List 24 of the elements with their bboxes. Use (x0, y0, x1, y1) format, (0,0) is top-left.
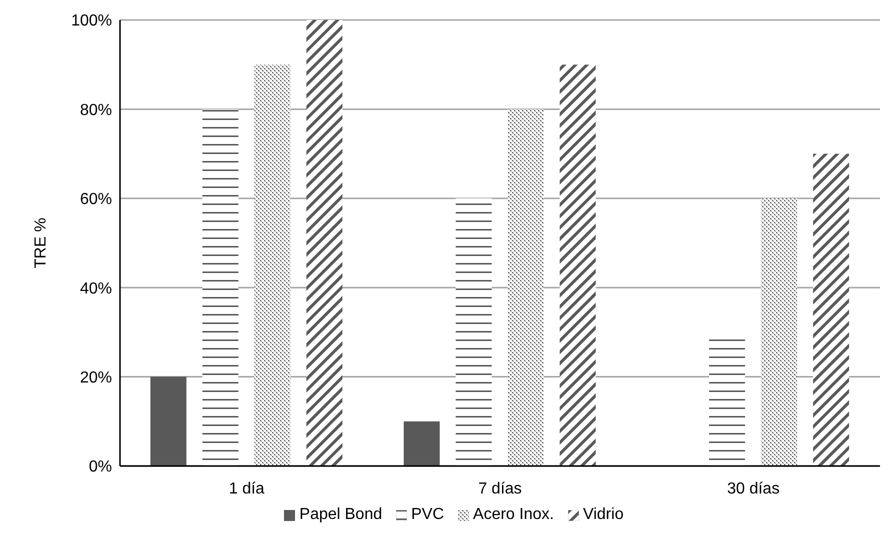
bar (404, 421, 440, 466)
legend-label: Papel Bond (298, 506, 382, 524)
bar (254, 64, 290, 466)
x-tick-label: 1 día (228, 480, 265, 498)
y-tick-label: 0% (88, 458, 112, 476)
y-tick-label: 40% (80, 280, 112, 298)
y-tick-label: 60% (80, 191, 112, 208)
y-tick-label: 100% (71, 12, 112, 30)
y-tick-label: 80% (80, 102, 112, 119)
legend-label: Vidrio (582, 506, 624, 524)
bar (761, 198, 798, 466)
legend-label: PVC (410, 506, 444, 524)
bar (560, 64, 596, 466)
y-axis-title: TRE % (32, 218, 50, 268)
legend-label: Acero Inox. (472, 506, 554, 524)
bar (508, 109, 544, 466)
x-tick-label: 7 días (478, 480, 522, 498)
bar (150, 376, 186, 466)
bar (306, 20, 342, 466)
y-tick-label: 20% (80, 369, 112, 386)
bar (202, 109, 238, 466)
bar (456, 198, 492, 466)
bar (813, 154, 850, 466)
x-tick-label: 30 días (727, 480, 780, 498)
